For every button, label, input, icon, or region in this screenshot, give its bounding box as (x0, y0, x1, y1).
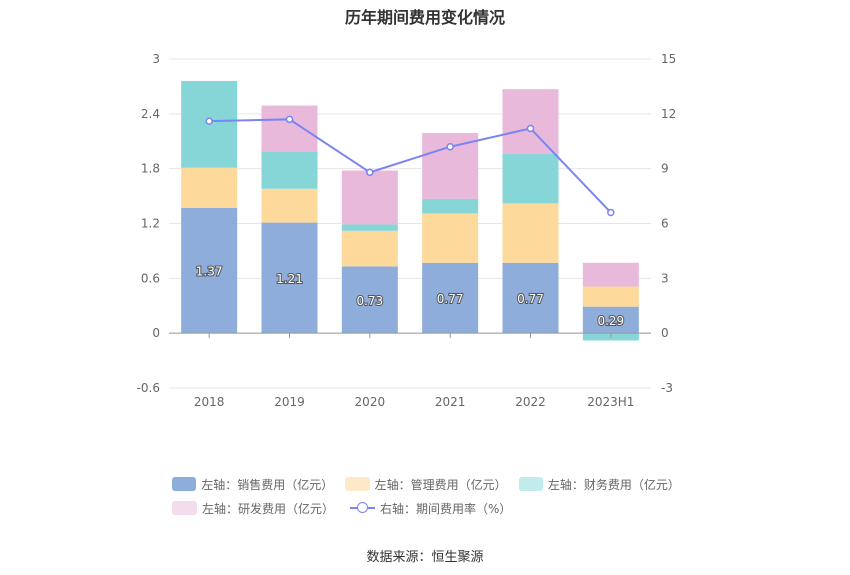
legend-item-admin[interactable]: 左轴：管理费用（亿元） (345, 476, 507, 493)
bar-segment (341, 266, 398, 334)
bar-segment (582, 306, 639, 334)
x-axis-tick-label: 2023H1 (587, 395, 634, 409)
bar-data-label: 0.73 (356, 294, 383, 308)
bar-segment (341, 224, 398, 231)
bar-segment (422, 213, 479, 263)
data-source: 数据来源：恒生聚源 (366, 550, 484, 565)
bar-segment (502, 154, 559, 204)
bar-segment (341, 230, 398, 267)
rate-line-point (205, 117, 213, 125)
x-axis-tick-label: 2019 (274, 395, 305, 409)
legend-swatch-rnd (172, 501, 197, 515)
rate-line-point (366, 168, 374, 177)
bar-data-label: 1.21 (276, 272, 303, 286)
bar-data-label: 0.77 (437, 292, 464, 306)
right-axis-tick-label: 15 (661, 52, 676, 66)
legend-swatch-admin (345, 477, 370, 491)
bar-segment (502, 203, 559, 263)
legend: 左轴：销售费用（亿元） 左轴：管理费用（亿元） 左轴：财务费用（亿元） 左轴：研… (172, 472, 692, 520)
left-axis-tick-label: 2.4 (141, 107, 160, 121)
rate-line-point (607, 208, 615, 217)
left-axis-tick-label: -0.6 (137, 381, 160, 395)
legend-label-sales: 左轴：销售费用（亿元） (201, 477, 334, 492)
left-axis-tick-label: 1.8 (141, 162, 160, 176)
grid-lines (169, 58, 651, 389)
bar-data-labels: 1.37 1.21 0.73 0.77 0.77 0.29 (195, 264, 625, 329)
bar-segment (422, 198, 479, 214)
legend-swatch-finance (518, 477, 543, 491)
rate-line-point (526, 124, 535, 133)
legend-label-rnd: 左轴：研发费用（亿元） (202, 501, 335, 516)
right-axis-tick-label: 9 (661, 162, 669, 176)
legend-label-admin: 左轴：管理费用（亿元） (374, 477, 507, 492)
bar-segment (181, 207, 238, 334)
x-axis-tick-label: 2018 (194, 395, 225, 409)
left-axis-tick-label: 0.6 (141, 271, 160, 285)
bar-data-label: 1.37 (196, 265, 223, 279)
right-axis-tick-label: 12 (661, 107, 676, 121)
x-axis-tick-label: 2021 (435, 395, 466, 409)
legend-item-sales[interactable]: 左轴：销售费用（亿元） (172, 476, 334, 493)
bar-data-label: 0.77 (517, 292, 544, 306)
bar-segment (261, 222, 318, 334)
legend-swatch-rate (350, 501, 376, 515)
rate-line-path (209, 118, 612, 214)
bar-segment (261, 151, 318, 189)
bar-segment (582, 286, 639, 307)
right-axis-tick-label: 3 (661, 271, 669, 285)
bar-data-label: 0.29 (597, 314, 624, 328)
legend-swatch-sales (172, 477, 197, 491)
legend-item-rnd[interactable]: 左轴：研发费用（亿元） (172, 500, 334, 517)
bar-segment (422, 262, 479, 334)
bar-segment (261, 188, 318, 223)
right-axis-tick-label: 0 (661, 326, 669, 340)
right-axis-tick-label: -3 (661, 381, 673, 395)
chart-title: 历年期间费用变化情况 (344, 8, 505, 27)
legend-label-rate: 右轴：期间费用率（%） (380, 501, 512, 516)
x-axis-tick-label: 2022 (515, 395, 546, 409)
bar-segment (502, 262, 559, 334)
bar-segment (582, 262, 639, 287)
rate-line-series (205, 115, 615, 217)
right-axis-tick-label: 6 (661, 217, 669, 231)
bar-segment (502, 89, 559, 155)
bar-segment (261, 105, 318, 152)
rate-line-point (285, 115, 294, 124)
left-axis-tick-label: 1.2 (141, 217, 160, 231)
left-axis-tick-label: 3 (152, 52, 160, 66)
x-axis-tick-label: 2020 (355, 395, 386, 409)
rate-line-point (446, 142, 454, 151)
legend-label-finance: 左轴：财务费用（亿元） (547, 477, 680, 492)
legend-item-finance[interactable]: 左轴：财务费用（亿元） (518, 476, 680, 493)
bar-segment (181, 167, 238, 208)
bar-segment (341, 170, 398, 225)
left-axis-tick-label: 0 (152, 326, 160, 340)
axes: -0.6 0 0.6 1.2 1.8 2.4 3 -3 0 3 6 9 12 15 2018 2019 2020… (137, 52, 677, 409)
legend-item-rate[interactable]: 右轴：期间费用率（%） (350, 500, 511, 517)
